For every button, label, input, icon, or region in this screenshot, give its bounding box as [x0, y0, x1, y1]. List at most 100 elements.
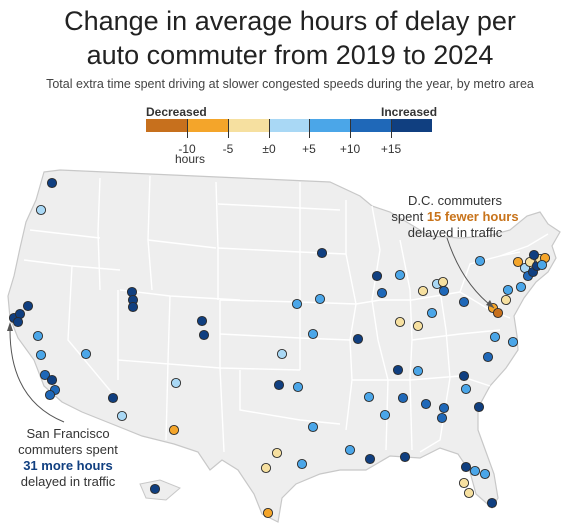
metro-dot: [116, 410, 128, 422]
metro-dot: [22, 300, 34, 312]
title-line-1: Change in average hours of delay per: [64, 6, 516, 36]
dc-annotation-prefix: spent: [391, 209, 427, 224]
metro-dot: [363, 391, 375, 403]
metro-dot: [107, 392, 119, 404]
dc-annotation-line-2: spent 15 fewer hours: [385, 209, 525, 225]
metro-dot: [528, 249, 540, 261]
legend-tick-mark: [309, 119, 310, 138]
metro-dot: [489, 331, 501, 343]
metro-dot: [492, 307, 504, 319]
metro-dot: [437, 276, 449, 288]
sf-annotation-line-4: delayed in traffic: [20, 474, 116, 489]
legend-decreased-label: Decreased: [146, 105, 207, 119]
metro-dot: [364, 453, 376, 465]
metro-dot: [473, 401, 485, 413]
title-line-2: auto commuter from 2019 to 2024: [86, 40, 494, 70]
legend-increased-label: Increased: [381, 105, 438, 119]
metro-dot: [149, 483, 161, 495]
sf-annotation-line-2: commuters spent: [18, 442, 118, 457]
metro-dot: [271, 447, 283, 459]
metro-dot: [392, 364, 404, 376]
metro-dot: [507, 336, 519, 348]
legend-swatch-1: [186, 119, 228, 132]
metro-dot: [458, 370, 470, 382]
metro-dot: [397, 392, 409, 404]
metro-dot: [460, 383, 472, 395]
dc-annotation-line-1: D.C. commuters: [408, 193, 502, 208]
chart-title: Change in average hours of delay per aut…: [0, 4, 580, 72]
legend-swatch-5: [350, 119, 392, 132]
legend-tick-mark: [350, 119, 351, 138]
metro-dot: [399, 451, 411, 463]
metro-dot: [80, 348, 92, 360]
metro-dot: [291, 298, 303, 310]
legend-unit-label: hours: [174, 152, 206, 166]
us-landmass: [7, 169, 561, 523]
legend-tick-label: +10: [339, 142, 361, 156]
metro-dot: [296, 458, 308, 470]
annotation-leaders: [7, 237, 495, 423]
metro-dot: [394, 316, 406, 328]
metro-dot: [39, 369, 51, 381]
metro-dot: [12, 316, 24, 328]
metro-dot: [35, 204, 47, 216]
metro-dot: [426, 307, 438, 319]
metro-dot: [394, 269, 406, 281]
metro-dot: [512, 256, 524, 268]
legend-tick-label: +15: [380, 142, 402, 156]
sf-annotation-line-1: San Francisco: [26, 426, 110, 441]
legend-tick-label: +5: [302, 142, 316, 156]
legend-tick-mark: [187, 119, 188, 138]
legend-swatch-4: [309, 119, 351, 132]
chart-subtitle: Total extra time spent driving at slower…: [46, 77, 534, 91]
legend-tick-mark: [228, 119, 229, 138]
metro-dot: [276, 348, 288, 360]
metro-dot: [502, 284, 514, 296]
dc-annotation-highlight: 15 fewer hours: [426, 209, 519, 224]
metro-dot: [44, 389, 56, 401]
metro-dot: [371, 270, 383, 282]
metro-dot: [438, 402, 450, 414]
metro-dot: [500, 294, 512, 306]
metro-dot: [458, 477, 470, 489]
metro-dot: [273, 379, 285, 391]
legend-tick-mark: [269, 119, 270, 138]
dc-annotation-line-3: delayed in traffic: [407, 225, 503, 240]
legend-tick-label: -5: [222, 142, 234, 156]
metro-dot: [482, 351, 494, 363]
dc-annotation: D.C. commuters spent 15 fewer hours dela…: [385, 193, 525, 241]
metro-dot: [314, 293, 326, 305]
metro-dot: [262, 507, 274, 519]
metro-dot: [436, 412, 448, 424]
metro-dot: [458, 296, 470, 308]
metro-dot: [127, 301, 139, 313]
metro-dots: [8, 177, 551, 519]
legend-swatch-0: [146, 119, 187, 132]
metro-dot: [515, 281, 527, 293]
metro-dot: [168, 424, 180, 436]
metro-dot: [412, 320, 424, 332]
legend-tick-mark: [391, 119, 392, 138]
metro-dot: [46, 374, 58, 386]
legend-tick-label: -10: [178, 142, 196, 156]
metro-dot: [46, 177, 58, 189]
metro-dot: [438, 285, 450, 297]
metro-dot: [35, 349, 47, 361]
legend-color-scale: [146, 119, 433, 132]
metro-dot: [486, 497, 498, 509]
metro-dot: [412, 365, 424, 377]
metro-dot: [379, 409, 391, 421]
legend-swatch-6: [391, 119, 433, 132]
metro-dot: [463, 487, 475, 499]
sf-annotation: San Francisco commuters spent 31 more ho…: [8, 426, 128, 490]
metro-dot: [170, 377, 182, 389]
metro-dot: [307, 328, 319, 340]
metro-dot: [198, 329, 210, 341]
metro-dot: [307, 421, 319, 433]
metro-dot: [536, 259, 548, 271]
metro-dot: [474, 255, 486, 267]
metro-dot: [344, 444, 356, 456]
metro-dot: [292, 381, 304, 393]
sf-annotation-highlight: 31 more hours: [23, 458, 113, 473]
